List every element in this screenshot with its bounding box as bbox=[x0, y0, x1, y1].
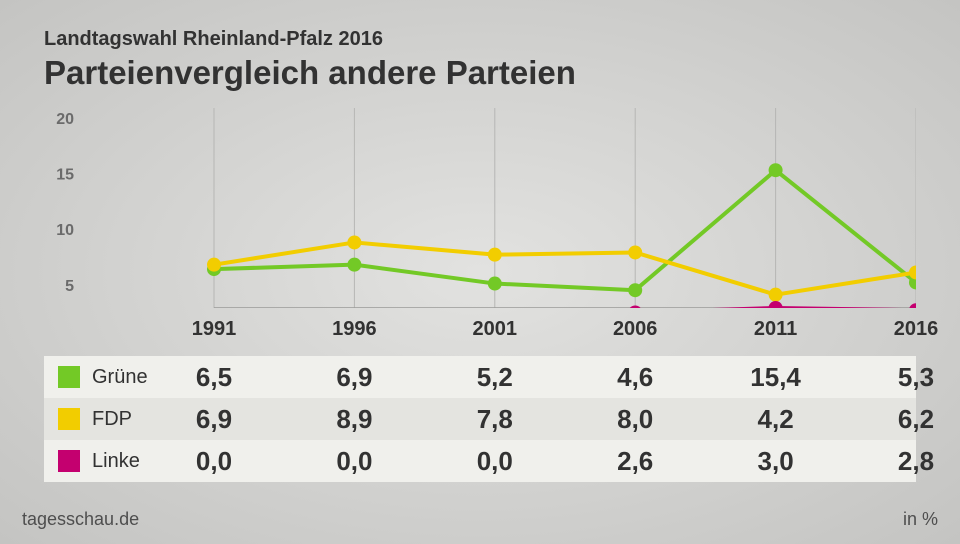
svg-text:10: 10 bbox=[56, 222, 74, 239]
color-swatch bbox=[58, 450, 80, 472]
title: Parteienvergleich andere Parteien bbox=[44, 54, 576, 92]
data-table: Grüne6,56,95,24,615,45,3FDP6,98,97,88,04… bbox=[44, 356, 916, 482]
table-cell: 3,0 bbox=[758, 440, 794, 482]
x-axis-labels: 199119962001200620112016 bbox=[44, 318, 916, 348]
row-cells: 6,98,97,88,04,26,2 bbox=[192, 398, 916, 440]
series-name: Grüne bbox=[92, 366, 192, 389]
table-cell: 5,3 bbox=[898, 356, 934, 398]
table-cell: 6,5 bbox=[196, 356, 232, 398]
subtitle: Landtagswahl Rheinland-Pfalz 2016 bbox=[44, 28, 383, 51]
table-cell: 2,8 bbox=[898, 440, 934, 482]
x-axis-label: 1991 bbox=[192, 318, 237, 341]
table-row: Linke0,00,00,02,63,02,8 bbox=[44, 440, 916, 482]
table-cell: 6,2 bbox=[898, 398, 934, 440]
table-cell: 4,2 bbox=[758, 398, 794, 440]
series-name: FDP bbox=[92, 408, 192, 431]
x-axis-label: 2006 bbox=[613, 318, 658, 341]
footer-source: tagesschau.de bbox=[22, 509, 139, 530]
x-axis-label: 2016 bbox=[894, 318, 939, 341]
table-cell: 6,9 bbox=[336, 356, 372, 398]
svg-text:15: 15 bbox=[56, 167, 74, 184]
table-cell: 8,9 bbox=[336, 398, 372, 440]
root: Landtagswahl Rheinland-Pfalz 2016 Partei… bbox=[0, 0, 960, 544]
table-cell: 2,6 bbox=[617, 440, 653, 482]
svg-text:5: 5 bbox=[65, 278, 74, 295]
x-axis-label: 1996 bbox=[332, 318, 377, 341]
table-cell: 5,2 bbox=[477, 356, 513, 398]
table-row: FDP6,98,97,88,04,26,2 bbox=[44, 398, 916, 440]
svg-text:20: 20 bbox=[56, 111, 74, 128]
row-cells: 6,56,95,24,615,45,3 bbox=[192, 356, 916, 398]
line-chart: 5 10 15 20 bbox=[44, 108, 916, 308]
table-cell: 0,0 bbox=[196, 440, 232, 482]
table-cell: 0,0 bbox=[336, 440, 372, 482]
table-cell: 8,0 bbox=[617, 398, 653, 440]
table-row: Grüne6,56,95,24,615,45,3 bbox=[44, 356, 916, 398]
row-cells: 0,00,00,02,63,02,8 bbox=[192, 440, 916, 482]
x-axis-label: 2001 bbox=[473, 318, 518, 341]
table-cell: 4,6 bbox=[617, 356, 653, 398]
x-axis-label: 2011 bbox=[754, 318, 797, 341]
color-swatch bbox=[58, 366, 80, 388]
series-name: Linke bbox=[92, 450, 192, 473]
color-swatch bbox=[58, 408, 80, 430]
table-cell: 0,0 bbox=[477, 440, 513, 482]
footer-unit: in % bbox=[903, 509, 938, 530]
table-cell: 6,9 bbox=[196, 398, 232, 440]
table-cell: 7,8 bbox=[477, 398, 513, 440]
table-cell: 15,4 bbox=[750, 356, 801, 398]
